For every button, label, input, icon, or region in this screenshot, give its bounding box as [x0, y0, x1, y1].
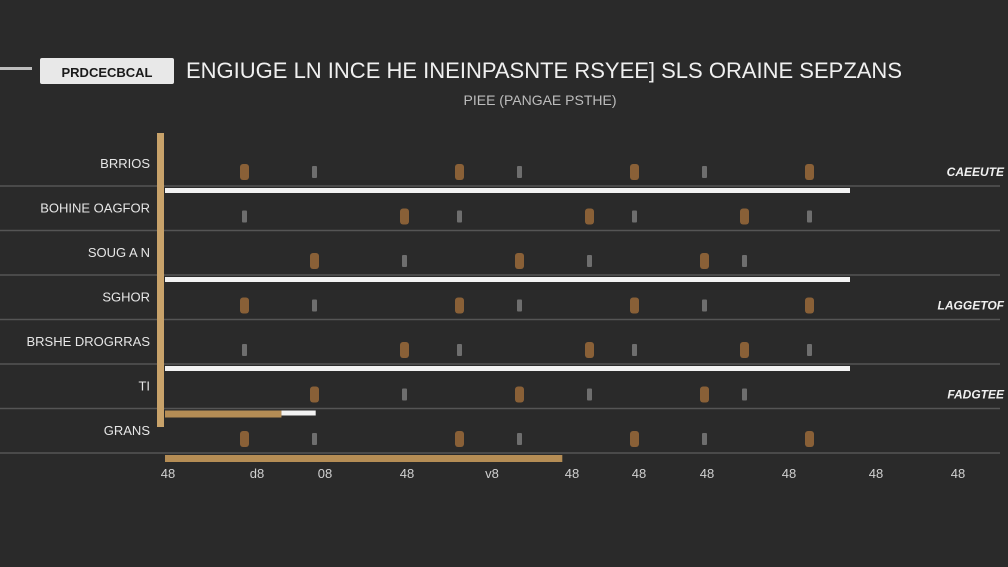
- row-marker: [240, 431, 249, 447]
- row-marker: [312, 166, 317, 178]
- row-marker: [517, 299, 522, 312]
- row-marker: [517, 166, 522, 178]
- row-marker: [805, 164, 814, 180]
- category-label: GRANS: [104, 423, 151, 438]
- row-tag: FADGTEE: [947, 388, 1005, 402]
- row-marker: [312, 433, 317, 445]
- row-marker: [587, 388, 592, 401]
- row-marker: [630, 297, 639, 314]
- badge-label: PRDCECBCAL: [62, 65, 153, 80]
- bar-light: [165, 277, 850, 282]
- x-tick-label: 48: [869, 466, 883, 481]
- row-marker: [455, 297, 464, 314]
- row-marker: [740, 208, 749, 225]
- x-tick-label: 48: [782, 466, 796, 481]
- row-marker: [310, 253, 319, 269]
- x-tick-label: 48: [565, 466, 579, 481]
- row-marker: [807, 210, 812, 223]
- row-marker: [242, 344, 247, 356]
- row-marker: [400, 342, 409, 358]
- row-marker: [632, 210, 637, 223]
- row-marker: [242, 210, 247, 223]
- row-marker: [630, 431, 639, 447]
- badge-box: [40, 58, 174, 84]
- row-marker: [742, 388, 747, 401]
- row-marker: [702, 166, 707, 178]
- row-marker: [632, 344, 637, 356]
- row-tag: LAGGETOF: [938, 299, 1005, 313]
- x-tick-label: 48: [400, 466, 414, 481]
- plot-area: BRRIOS BOHINE OAGFOR SOUG A N SGHOR BRSHE DR…: [0, 133, 1005, 481]
- category-label: BOHINE OAGFOR: [40, 201, 150, 216]
- category-label: BRSHE DROGRRAS: [26, 334, 150, 349]
- row-marker: [312, 299, 317, 312]
- x-tick-label: 48: [700, 466, 714, 481]
- x-tick-label: d8: [250, 466, 264, 481]
- row-marker: [807, 344, 812, 356]
- row-marker: [455, 164, 464, 180]
- row-marker: [402, 255, 407, 267]
- bar-gold: [165, 455, 563, 462]
- row-marker: [515, 386, 524, 403]
- row-marker: [630, 164, 639, 180]
- row-marker: [585, 208, 594, 225]
- row-marker: [702, 433, 707, 445]
- row-marker: [700, 386, 709, 403]
- row-marker: [702, 299, 707, 312]
- x-tick-label: 48: [632, 466, 646, 481]
- chart-title: ENGIUGE LN INCE HE INEINPASNTE RSYEE] SL…: [186, 58, 902, 83]
- x-tick-label: v8: [485, 466, 499, 481]
- row-tag: CAEEUTE: [947, 165, 1005, 179]
- category-label: BRRIOS: [100, 156, 150, 171]
- row-marker: [455, 431, 464, 447]
- row-marker: [805, 431, 814, 447]
- category-label: SOUG A N: [88, 245, 150, 260]
- row-marker: [700, 253, 709, 269]
- x-tick-label: 48: [951, 466, 965, 481]
- bar-light: [165, 366, 850, 371]
- row-marker: [310, 386, 319, 403]
- row-marker: [740, 342, 749, 358]
- row-marker: [517, 433, 522, 445]
- header-rule: [0, 67, 32, 70]
- row-marker: [587, 255, 592, 267]
- row-marker: [402, 388, 407, 401]
- row-marker: [457, 210, 462, 223]
- y-axis: [157, 133, 164, 427]
- bar-gold: [165, 410, 282, 418]
- row-marker: [457, 344, 462, 356]
- row-marker: [805, 297, 814, 314]
- bar-light: [165, 188, 850, 193]
- x-tick-label: 48: [161, 466, 175, 481]
- x-tick-label: 08: [318, 466, 332, 481]
- category-label: TI: [138, 379, 150, 394]
- row-marker: [515, 253, 524, 269]
- row-marker: [585, 342, 594, 358]
- category-label: SGHOR: [102, 290, 150, 305]
- row-marker: [240, 164, 249, 180]
- chart-subtitle: PIEE (PANGAE PSTHE): [464, 92, 617, 108]
- bar-light: [281, 410, 316, 416]
- chart-header: PRDCECBCAL ENGIUGE LN INCE HE INEINPASNT…: [0, 58, 902, 108]
- row-marker: [742, 255, 747, 267]
- row-marker: [400, 208, 409, 225]
- row-marker: [240, 297, 249, 314]
